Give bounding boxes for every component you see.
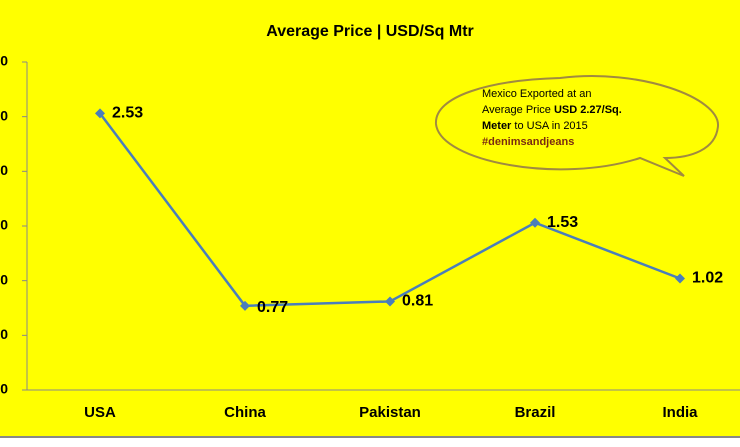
data-label: 1.02 [692, 270, 723, 287]
y-tick-label: 2.00 [0, 162, 8, 178]
annotation-segment: USD 2.27/Sq. [554, 104, 622, 116]
data-label: 0.77 [257, 299, 288, 316]
annotation-text: #denimsandjeans [482, 136, 574, 148]
y-tick-label: 0.00 [0, 381, 8, 397]
annotation-callout: Mexico Exported at an Average Price USD 2… [434, 75, 720, 177]
annotation-text: Meter to USA in 2015 [482, 120, 588, 132]
x-tick-label: India [662, 404, 698, 421]
chart-title: Average Price | USD/Sq Mtr [266, 23, 474, 40]
data-label: 2.53 [112, 105, 143, 122]
x-tick-label: Pakistan [359, 404, 421, 421]
x-tick-label: Brazil [515, 404, 556, 421]
annotation-segment: #denimsandjeans [482, 136, 574, 148]
data-label: 1.53 [547, 214, 578, 231]
x-tick-label: China [224, 404, 266, 421]
y-tick-label: 3.00 [0, 53, 8, 69]
annotation-segment: Meter [482, 120, 512, 132]
annotation-text: Mexico Exported at an [482, 88, 591, 100]
data-point [95, 108, 105, 119]
annotation-segment: to USA in 2015 [511, 120, 587, 132]
data-point [240, 300, 250, 311]
annotation-segment: Mexico Exported at an [482, 88, 591, 100]
data-point [675, 273, 685, 284]
annotation-text: Average Price USD 2.27/Sq. [482, 104, 622, 116]
callout-shape [434, 75, 720, 177]
chart-background [0, 0, 740, 436]
annotation-segment: Average Price [482, 104, 554, 116]
data-label: 0.81 [402, 293, 433, 310]
y-tick-label: 0.50 [0, 326, 8, 342]
data-point [385, 296, 395, 307]
x-tick-label: USA [84, 404, 116, 421]
y-tick-label: 2.50 [0, 107, 8, 123]
data-point [530, 217, 540, 228]
y-tick-label: 1.50 [0, 217, 8, 233]
y-tick-label: 1.00 [0, 271, 8, 287]
